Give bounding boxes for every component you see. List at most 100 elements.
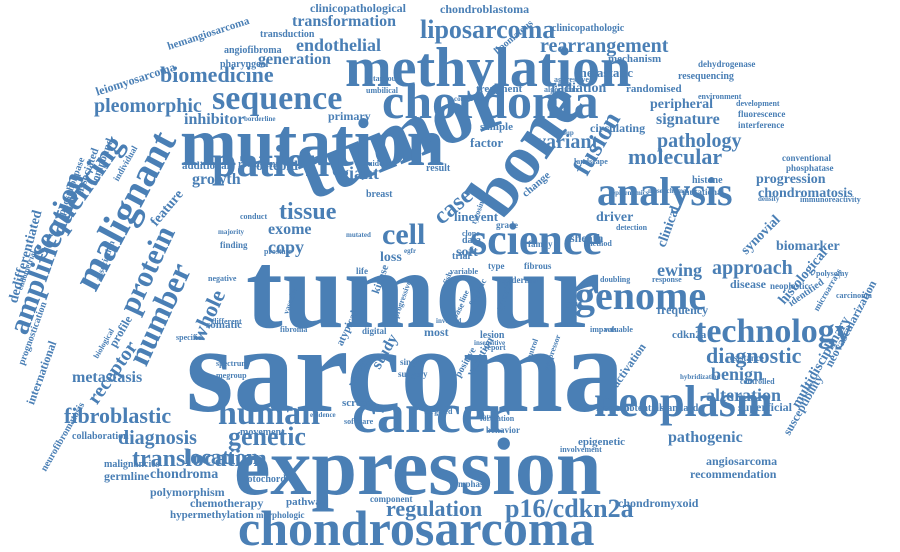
word: radiation (551, 81, 607, 96)
word: frequent (596, 403, 633, 414)
word: angiofibroma (224, 45, 282, 56)
word: liposarcoma (420, 15, 556, 44)
word: subtype (476, 413, 500, 421)
word: transformation (292, 13, 396, 30)
word: chordoma (382, 73, 599, 129)
word: borderline (244, 115, 276, 123)
word: human (218, 395, 321, 432)
word: resistance (726, 353, 764, 363)
word: driver (596, 210, 634, 225)
word: inhibitor (184, 111, 245, 128)
word: variable (450, 267, 478, 276)
word: grade (496, 220, 518, 230)
word: sample (480, 121, 513, 133)
word: clinicopathological (310, 1, 406, 15)
word: method (586, 239, 612, 248)
word: chondroblastoma (440, 2, 530, 16)
word: gene (566, 299, 582, 308)
word: metastasis (72, 369, 143, 386)
word: single (400, 357, 423, 367)
word: breast (366, 189, 393, 200)
word: report (484, 343, 506, 352)
word: epigenetic (578, 436, 626, 448)
word: result (426, 163, 451, 174)
word: additional (182, 160, 230, 172)
word: evidence (310, 411, 336, 419)
word: analysis (597, 169, 733, 214)
word: ewing (657, 260, 702, 280)
word: fluorescence (738, 109, 786, 119)
word: different (212, 317, 242, 326)
word: epidermal (500, 275, 539, 285)
word: specific (176, 333, 202, 342)
word: primary (328, 109, 371, 123)
word: approach (712, 257, 793, 279)
word: superficial (738, 400, 792, 414)
word: collaboration (72, 431, 129, 442)
word: variant (536, 131, 599, 153)
word: mutational (682, 187, 725, 197)
word: pleomorphic (94, 95, 202, 117)
word: mesenchymal (648, 187, 689, 195)
word: finding (220, 240, 248, 250)
word: somatic (206, 319, 243, 331)
word: generation (258, 51, 331, 68)
word: interference (738, 120, 785, 130)
word: spectrum (216, 359, 248, 368)
word: fibrous (524, 261, 552, 271)
word: notochord (242, 474, 286, 485)
word: rearrangement (540, 35, 669, 57)
word: signature (656, 111, 720, 128)
word: prostate (264, 247, 292, 256)
word: cutaneous (365, 74, 400, 83)
word: family (528, 239, 553, 249)
word: biomedicine (160, 62, 274, 87)
word: digital (362, 326, 387, 336)
word: detection (616, 223, 648, 232)
word: response (652, 275, 682, 284)
word: mechanism (608, 53, 662, 65)
word: phosphatase (786, 163, 834, 173)
word: life (356, 266, 368, 276)
word: screen (342, 397, 372, 409)
word: sequence (212, 80, 343, 117)
word: dehydrogenase (698, 59, 756, 69)
word: cell (382, 218, 426, 251)
word: polymorphism (150, 485, 225, 499)
word: science (470, 215, 602, 264)
word: aggressive (554, 75, 589, 84)
word: development (736, 99, 780, 108)
word: outcome (560, 321, 586, 329)
word: clone (462, 229, 480, 238)
word: cdkn2a (672, 329, 707, 341)
word: technology (695, 313, 852, 350)
word: regulation (386, 496, 483, 521)
word: emphasis (454, 479, 490, 489)
word: loss (380, 250, 402, 265)
word: carcinoma (836, 291, 872, 300)
word: linevent (454, 209, 499, 224)
word: lesion (480, 330, 505, 341)
word: giant (340, 163, 380, 183)
word: morphologic (256, 510, 305, 520)
word: environment (698, 92, 742, 101)
word: clinicopathologic (552, 23, 625, 34)
word: standard (660, 403, 699, 414)
word: chondromatosis (758, 186, 853, 201)
word: treatment (476, 83, 523, 95)
word: methylation (345, 37, 632, 99)
word: component (370, 494, 413, 504)
word: genetic (228, 422, 306, 451)
word: malignancies (104, 459, 160, 470)
word: biomarker (776, 239, 840, 254)
word: guideline (364, 159, 396, 168)
word: chemotherapy (190, 496, 264, 510)
word: p16/cdkn2a (505, 494, 634, 523)
word: peripheral (650, 97, 713, 112)
word: tissue (279, 199, 337, 225)
word: sarcoma (186, 303, 625, 438)
word: diagnosis (118, 427, 197, 449)
word: pathogenic (668, 429, 743, 446)
word: controlled (740, 377, 775, 386)
word: consortium (454, 95, 488, 103)
